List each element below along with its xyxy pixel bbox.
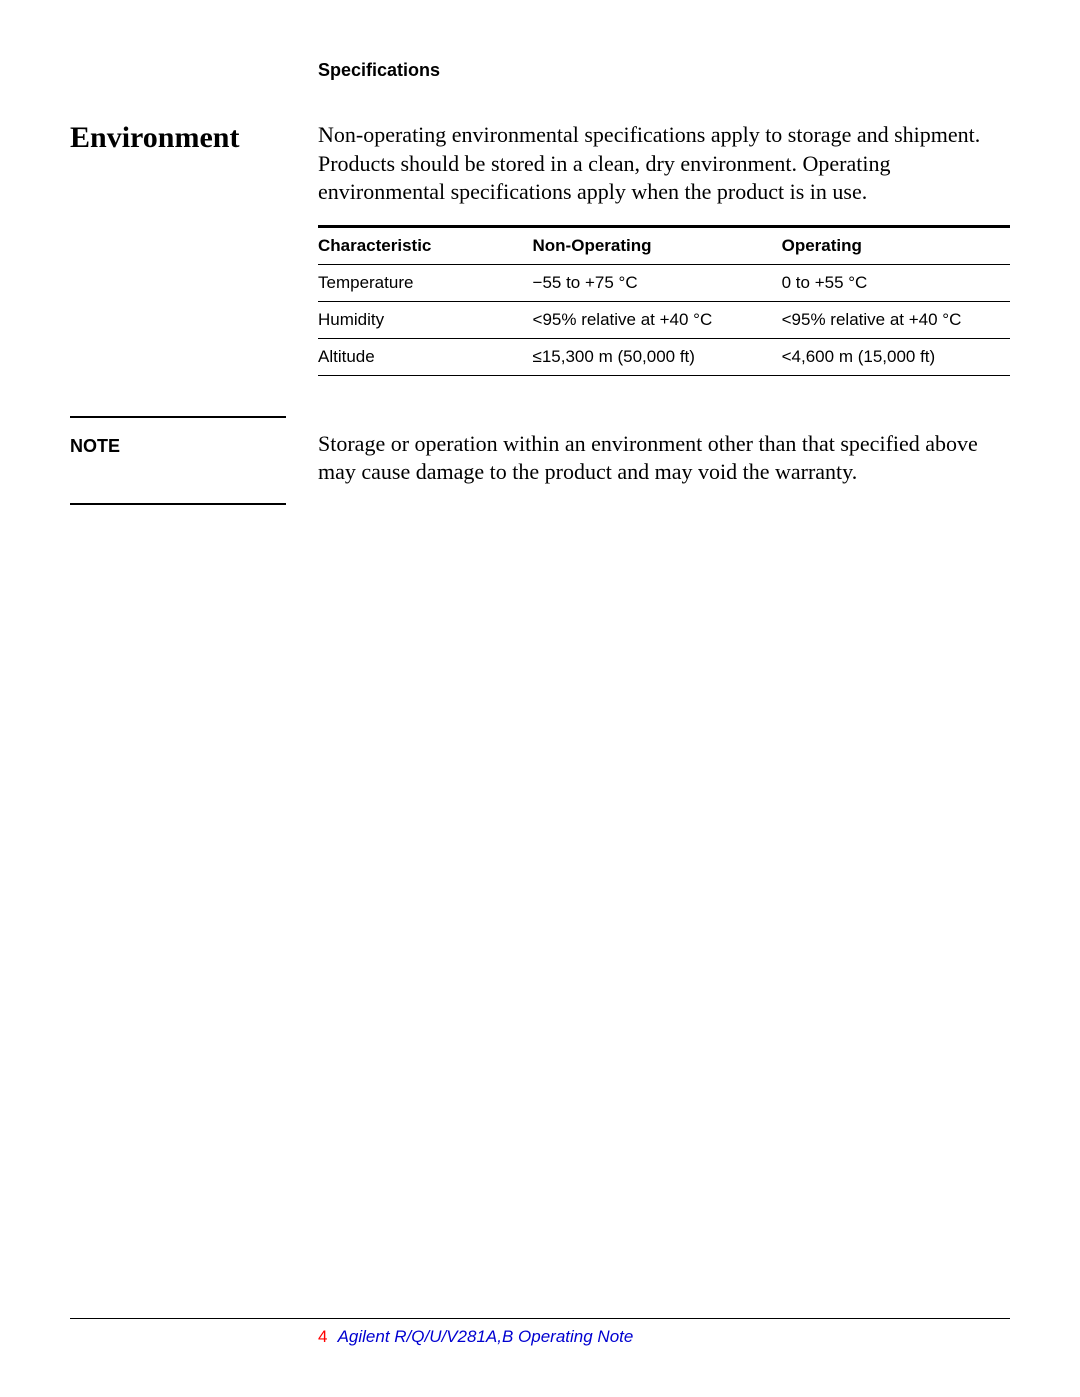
environment-section: Environment Non-operating environmental … — [70, 121, 1010, 376]
table-cell: 0 to +55 °C — [782, 264, 1010, 301]
section-paragraph: Non-operating environmental specificatio… — [318, 121, 1010, 207]
note-text: Storage or operation within an environme… — [318, 430, 1010, 487]
section-body: Non-operating environmental specificatio… — [318, 121, 1010, 376]
doc-title: Agilent R/Q/U/V281A,B Operating Note — [338, 1327, 634, 1346]
note-label: NOTE — [70, 436, 120, 456]
note-block: NOTE Storage or operation within an envi… — [70, 416, 1010, 505]
running-header: Specifications — [318, 60, 1010, 81]
table-cell: <95% relative at +40 °C — [782, 301, 1010, 338]
table-row: Humidity <95% relative at +40 °C <95% re… — [318, 301, 1010, 338]
table-cell: ≤15,300 m (50,000 ft) — [533, 338, 782, 375]
page-content: Specifications Environment Non-operating… — [70, 60, 1010, 505]
page-number: 4 — [318, 1327, 327, 1346]
table-header-cell: Characteristic — [318, 226, 533, 264]
table-row: Altitude ≤15,300 m (50,000 ft) <4,600 m … — [318, 338, 1010, 375]
note-label-cell: NOTE — [70, 416, 286, 505]
environment-spec-table: Characteristic Non-Operating Operating T… — [318, 225, 1010, 376]
table-header-row: Characteristic Non-Operating Operating — [318, 226, 1010, 264]
table-cell: −55 to +75 °C — [533, 264, 782, 301]
table-cell: <95% relative at +40 °C — [533, 301, 782, 338]
table-header-cell: Operating — [782, 226, 1010, 264]
table-cell: Temperature — [318, 264, 533, 301]
table-cell: Humidity — [318, 301, 533, 338]
section-title-cell: Environment — [70, 121, 318, 155]
table-header-cell: Non-Operating — [533, 226, 782, 264]
table-cell: <4,600 m (15,000 ft) — [782, 338, 1010, 375]
table-row: Temperature −55 to +75 °C 0 to +55 °C — [318, 264, 1010, 301]
table-cell: Altitude — [318, 338, 533, 375]
section-title: Environment — [70, 121, 318, 155]
note-body: Storage or operation within an environme… — [318, 416, 1010, 487]
page-footer: 4 Agilent R/Q/U/V281A,B Operating Note — [70, 1318, 1010, 1347]
